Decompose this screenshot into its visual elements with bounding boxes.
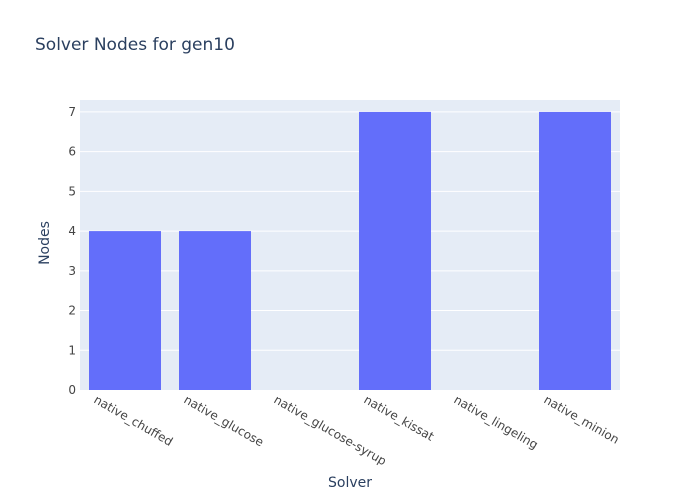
x-tick-label: native_lingeling xyxy=(452,392,541,451)
x-tick-label: native_minion xyxy=(542,392,622,446)
y-tick-label: 4 xyxy=(68,224,76,238)
x-tick-label: native_chuffed xyxy=(92,392,176,448)
x-tick-label: native_glucose xyxy=(182,392,267,449)
y-tick-label: 0 xyxy=(68,383,76,397)
x-tick-label: native_kissat xyxy=(362,392,437,443)
gridlines xyxy=(80,111,620,351)
bars xyxy=(89,111,611,390)
y-tick-label: 1 xyxy=(68,343,76,357)
y-tick-label: 6 xyxy=(68,145,76,159)
plot-background xyxy=(80,100,620,390)
bar-native_kissat[interactable] xyxy=(359,111,431,390)
y-tick-label: 5 xyxy=(68,184,76,198)
chart-title: Solver Nodes for gen10 xyxy=(35,35,235,55)
y-axis-label: Nodes xyxy=(37,221,53,265)
y-tick-label: 3 xyxy=(68,264,76,278)
bar-native_glucose[interactable] xyxy=(179,231,251,390)
x-tick-labels: native_chuffed native_glucose native_gluco… xyxy=(92,392,622,468)
bar-native_chuffed[interactable] xyxy=(89,231,161,390)
y-tick-labels: 0 1 2 3 4 5 6 7 xyxy=(68,105,76,397)
bar-native_minion[interactable] xyxy=(539,111,611,390)
x-axis-label: Solver xyxy=(328,475,372,491)
y-tick-label: 2 xyxy=(68,304,76,318)
y-tick-label: 7 xyxy=(68,105,76,119)
